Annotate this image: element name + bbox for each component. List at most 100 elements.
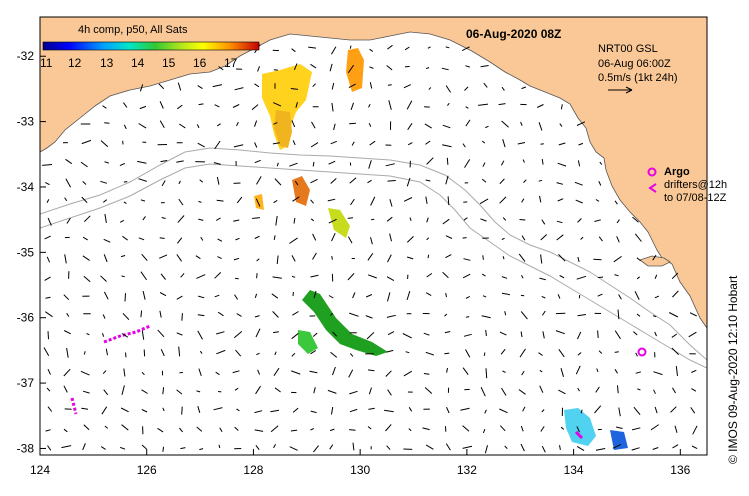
current-vector xyxy=(385,163,395,167)
current-vector xyxy=(123,368,126,377)
current-vector xyxy=(517,142,526,145)
current-vector xyxy=(141,409,148,413)
current-vector xyxy=(482,162,486,167)
current-vector xyxy=(425,196,428,204)
current-vector xyxy=(654,406,658,414)
current-vector xyxy=(446,157,449,165)
current-vector xyxy=(217,238,223,242)
current-vector xyxy=(636,257,641,262)
current-vector xyxy=(387,331,395,336)
current-vector xyxy=(482,428,486,434)
current-vector xyxy=(214,104,220,108)
current-vector xyxy=(274,387,281,393)
current-vector xyxy=(176,332,183,336)
current-vector xyxy=(310,428,315,431)
current-vector xyxy=(329,444,334,450)
current-vector xyxy=(140,199,146,202)
current-vector xyxy=(501,292,510,296)
current-vector xyxy=(330,351,338,358)
current-vector xyxy=(213,407,223,411)
current-vector xyxy=(521,86,527,90)
current-vector xyxy=(555,330,565,335)
vector-scale-arrowhead xyxy=(625,86,633,94)
current-vector xyxy=(479,198,489,205)
current-vector xyxy=(501,387,507,396)
colorbar-tick: 14 xyxy=(131,56,145,70)
current-vector xyxy=(235,237,240,241)
current-vector xyxy=(501,120,509,128)
current-vector xyxy=(217,311,224,317)
sst-patch xyxy=(254,194,264,210)
current-vector xyxy=(485,329,487,337)
current-vector xyxy=(331,232,336,242)
current-vector xyxy=(254,293,258,298)
current-vector xyxy=(347,64,355,74)
current-vector xyxy=(521,235,526,241)
shelf-contour-200m xyxy=(40,147,707,361)
current-vector xyxy=(217,256,222,260)
current-vector xyxy=(47,217,52,226)
colorbar-tick: 11 xyxy=(40,56,53,70)
current-vector xyxy=(252,217,260,219)
argo-legend: Argo drifters@12h to 07/08-12Z xyxy=(647,166,727,204)
current-vector xyxy=(101,406,108,415)
current-vector xyxy=(257,66,260,72)
current-vector xyxy=(371,218,375,221)
current-vector xyxy=(312,83,316,88)
current-vector xyxy=(158,83,165,90)
current-vector xyxy=(465,316,470,318)
current-vector xyxy=(214,272,222,279)
current-vector xyxy=(292,140,296,146)
current-vector xyxy=(520,121,523,126)
current-vector xyxy=(104,213,107,223)
current-vector xyxy=(120,446,126,450)
current-vector xyxy=(387,84,392,86)
current-vector xyxy=(236,408,240,412)
current-vector xyxy=(294,180,299,186)
current-vector xyxy=(482,295,487,298)
current-vector xyxy=(480,218,487,222)
y-tick-label: -35 xyxy=(17,245,35,259)
current-vector xyxy=(480,386,486,397)
current-vector xyxy=(176,389,183,395)
current-vector xyxy=(195,255,201,260)
current-vector xyxy=(407,123,413,130)
current-vector xyxy=(675,366,678,376)
sst-patch xyxy=(346,48,364,92)
current-vector xyxy=(142,290,146,300)
current-vector xyxy=(348,369,354,378)
current-vector xyxy=(634,290,640,300)
current-vector xyxy=(446,367,448,373)
current-vector xyxy=(557,198,564,202)
current-vector xyxy=(104,161,109,164)
current-vector xyxy=(292,311,299,316)
current-vector xyxy=(556,220,563,224)
current-vector xyxy=(272,311,279,318)
current-vector xyxy=(196,124,200,129)
current-vector xyxy=(160,273,166,280)
current-vector xyxy=(291,370,301,375)
current-vector xyxy=(522,406,526,412)
current-vector xyxy=(577,160,581,167)
current-vector xyxy=(216,349,226,355)
current-vector xyxy=(177,237,183,244)
current-vector xyxy=(234,87,244,91)
current-vector xyxy=(403,370,413,377)
current-vector xyxy=(366,331,375,340)
current-vector xyxy=(616,219,620,224)
current-vector xyxy=(81,139,92,145)
current-vector xyxy=(576,275,587,280)
current-vector xyxy=(690,407,696,414)
product-info: NRT00 GSL 06-Aug 06:00Z 0.5m/s (1kt 24h) xyxy=(598,43,677,94)
current-vector xyxy=(81,407,89,410)
current-vector xyxy=(577,387,580,392)
current-vector xyxy=(347,273,355,281)
current-vector xyxy=(83,351,86,355)
current-vector xyxy=(236,313,242,317)
current-vector xyxy=(197,314,205,317)
current-vector xyxy=(349,45,352,49)
current-vector xyxy=(689,312,697,317)
current-vector xyxy=(618,407,621,417)
current-vector xyxy=(558,349,565,358)
current-vector xyxy=(159,120,165,128)
